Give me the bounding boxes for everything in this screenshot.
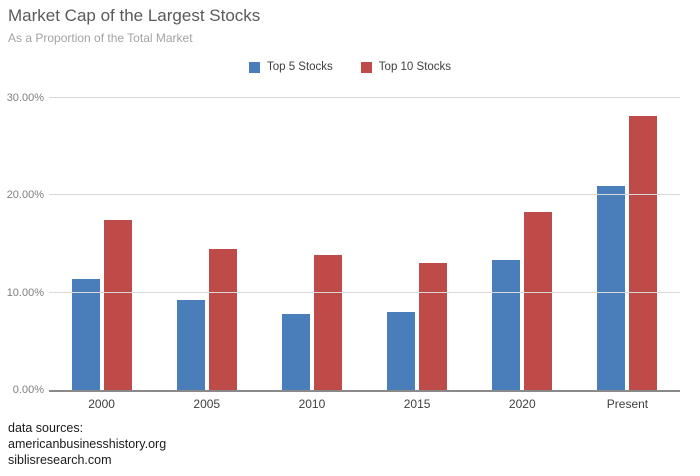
gridline bbox=[49, 97, 680, 98]
bar bbox=[313, 254, 342, 390]
x-axis-label: 2010 bbox=[298, 397, 326, 411]
bar bbox=[419, 262, 448, 390]
bar bbox=[524, 211, 553, 390]
legend-swatch bbox=[360, 61, 372, 73]
bar bbox=[176, 300, 205, 390]
bar bbox=[103, 219, 132, 390]
x-axis-label: 2020 bbox=[508, 397, 536, 411]
y-axis-label: 20.00% bbox=[6, 189, 44, 202]
x-axis-label: 2005 bbox=[193, 397, 221, 411]
y-axis-label: 0.00% bbox=[12, 384, 44, 396]
data-sources-label: data sources: bbox=[8, 421, 84, 435]
data-sources: data sources: americanbusinesshistory.or… bbox=[8, 420, 166, 468]
x-axis-label: 2015 bbox=[403, 397, 431, 411]
chart-legend: Top 5 Stocks Top 10 Stocks bbox=[0, 61, 700, 73]
bar bbox=[597, 185, 626, 390]
x-axis: 2000 2005 2010 2015 2020 Present bbox=[49, 397, 680, 411]
bar-groups bbox=[49, 98, 680, 390]
data-source-text: siblisresearch.com bbox=[8, 453, 112, 467]
bar-group bbox=[49, 98, 154, 390]
legend-label: Top 5 Stocks bbox=[266, 61, 333, 73]
legend-item: Top 5 Stocks bbox=[248, 61, 333, 73]
gridline bbox=[49, 291, 680, 293]
bar-group bbox=[470, 98, 575, 390]
bar bbox=[281, 314, 310, 390]
bar-group bbox=[575, 98, 680, 390]
legend-item: Top 10 Stocks bbox=[360, 61, 452, 73]
gridline bbox=[49, 194, 680, 196]
bar bbox=[387, 312, 416, 390]
bar-group bbox=[365, 98, 470, 390]
legend-label: Top 10 Stocks bbox=[378, 61, 452, 73]
data-source-text: americanbusinesshistory.org bbox=[8, 437, 167, 451]
x-axis-label: Present bbox=[606, 397, 649, 411]
bar bbox=[492, 259, 521, 390]
bar bbox=[208, 248, 237, 390]
bar bbox=[629, 115, 658, 390]
chart-subtitle: As a Proportion of the Total Market bbox=[8, 31, 193, 45]
bar bbox=[71, 279, 100, 390]
chart-title: Market Cap of the Largest Stocks bbox=[8, 6, 261, 25]
bar-group bbox=[259, 98, 364, 390]
y-axis-label: 10.00% bbox=[6, 286, 44, 299]
plot-area: 0.00% 10.00% 20.00% 30.00% bbox=[7, 92, 680, 396]
x-axis-label: 2000 bbox=[88, 397, 115, 411]
bar-group bbox=[154, 98, 259, 390]
legend-swatch bbox=[248, 61, 260, 73]
y-axis-label: 30.00% bbox=[6, 92, 44, 104]
